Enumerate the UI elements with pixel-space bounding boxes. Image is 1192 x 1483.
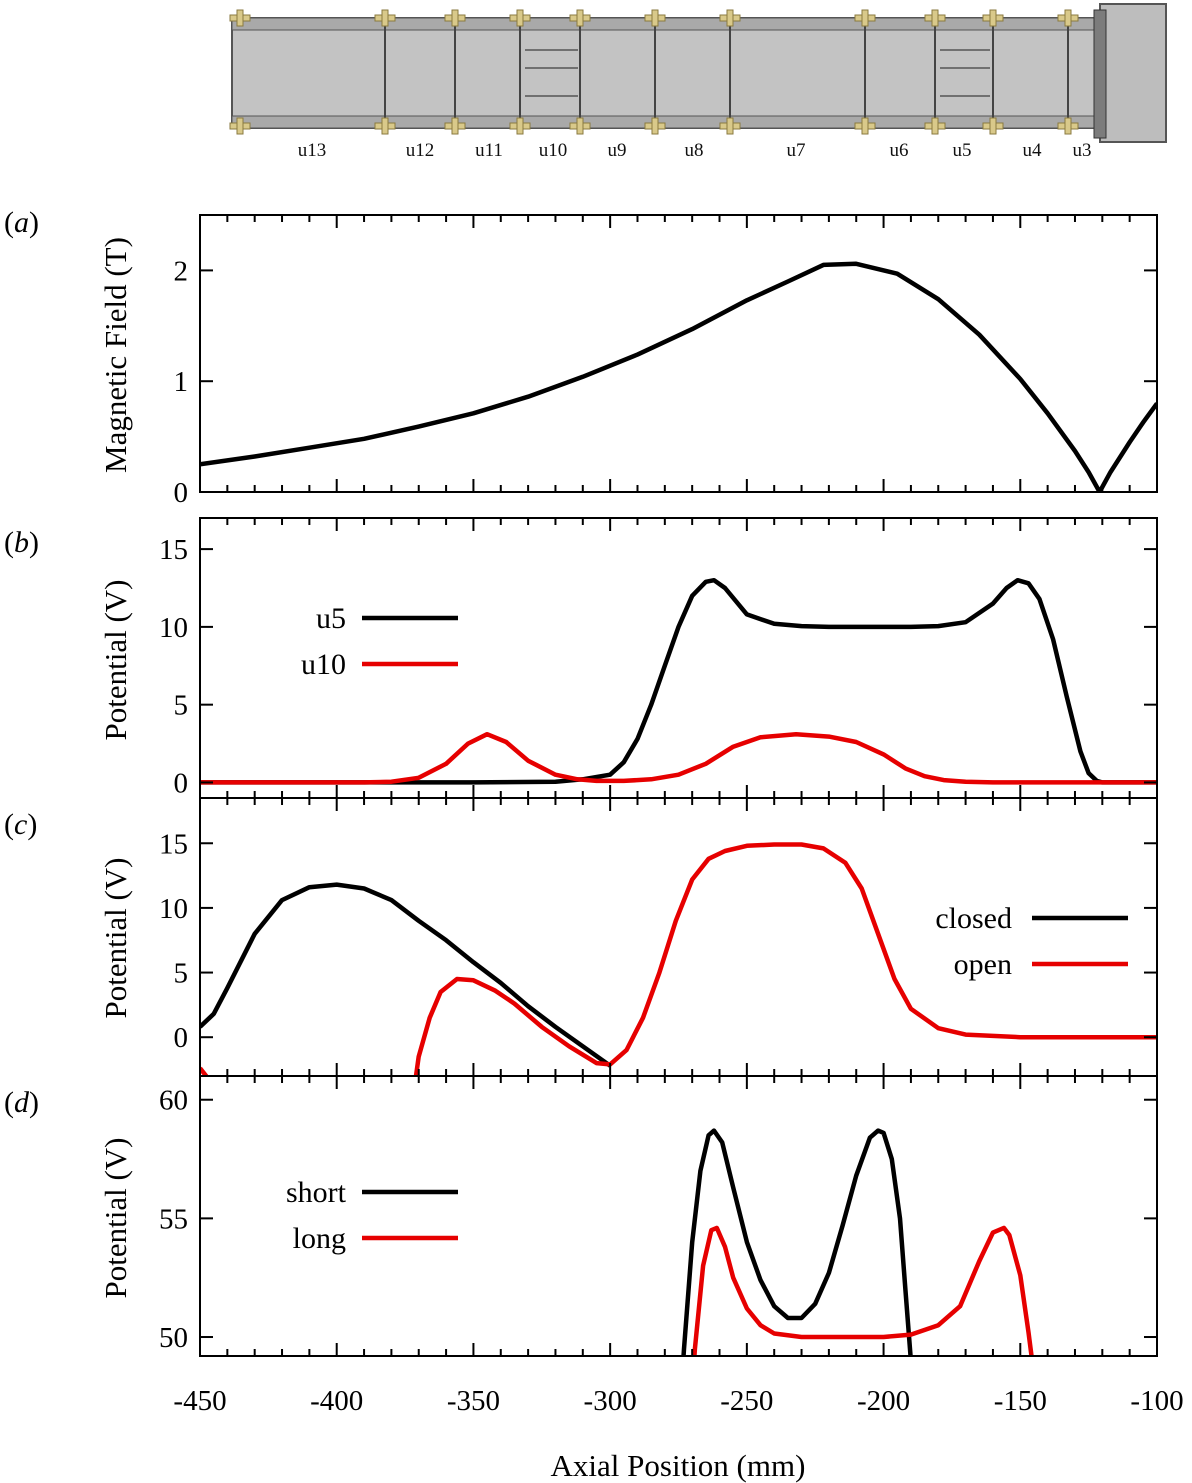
panel-d: 50 55 60 short long (159, 1075, 1158, 1357)
panel-b-id: (b) (4, 526, 39, 559)
bolt-post (236, 9, 244, 27)
y-tick-label: 55 (159, 1203, 188, 1235)
electrode-band-bottom (231, 115, 1101, 129)
bolt-post (989, 117, 997, 135)
x-tick-label: -100 (1130, 1385, 1183, 1417)
bolt-post (381, 9, 389, 27)
panels: (a) (b) (c) (d) Magnetic Field (T) Poten… (4, 206, 1184, 1483)
panel-c: 0 5 10 15 closed open (159, 797, 1158, 1077)
bolt-post (726, 9, 734, 27)
bolt-post (861, 9, 869, 27)
panel-b: 0 5 10 15 u5 u10 (159, 517, 1158, 799)
y-tick-label: 1 (174, 366, 189, 398)
bolt-post (516, 117, 524, 135)
electrode-gaps (525, 49, 990, 97)
plot-frame (199, 797, 1158, 1077)
bolt-post (451, 9, 459, 27)
electrode-labels: u13 u12 u11 u10 u9 u8 u7 u6 u5 u4 u3 (298, 140, 1092, 161)
series-line-closed (200, 882, 612, 1068)
electrode-body (231, 17, 1101, 129)
legend-label-u5: u5 (316, 602, 346, 635)
y-tick-label: 60 (159, 1085, 188, 1117)
x-tick-label: -200 (857, 1385, 910, 1417)
electrode-label-u7: u7 (787, 140, 806, 161)
series-line-open (200, 842, 1157, 1076)
bolt-post (1064, 9, 1072, 27)
electrode-label-u4: u4 (1023, 140, 1043, 161)
bolt-post (576, 9, 584, 27)
legend-label-open: open (954, 948, 1012, 981)
x-tick-label: -300 (584, 1385, 637, 1417)
y-tick-label: 5 (174, 958, 189, 990)
ylabel-a: Magnetic Field (T) (98, 237, 133, 473)
y-tick-label: 5 (174, 690, 189, 722)
electrode-label-u13: u13 (298, 140, 327, 161)
bolt-post (1064, 117, 1072, 135)
series-line-field (200, 261, 1157, 492)
plot-frame (199, 214, 1158, 493)
bolt-post (451, 117, 459, 135)
electrode-label-u11: u11 (475, 140, 503, 161)
x-tick-label: -150 (994, 1385, 1047, 1417)
flange (1099, 3, 1167, 143)
electrode-label-u10: u10 (539, 140, 568, 161)
y-tick-label: 15 (159, 534, 188, 566)
electrode-label-u3: u3 (1073, 140, 1092, 161)
panel-d-id: (d) (4, 1086, 39, 1119)
bolt-post (861, 117, 869, 135)
electrode-label-u9: u9 (608, 140, 627, 161)
series-line-long (692, 1225, 1034, 1356)
bolt-post (989, 9, 997, 27)
x-tick-label: -400 (310, 1385, 363, 1417)
bolt-post (931, 9, 939, 27)
electrode-label-u8: u8 (685, 140, 704, 161)
panel-c-id: (c) (4, 808, 37, 841)
legend-label-u10: u10 (301, 648, 346, 681)
bolt-post (236, 117, 244, 135)
x-tick-label: -250 (720, 1385, 773, 1417)
series-line-u10 (200, 731, 1157, 785)
electrode-label-u12: u12 (406, 140, 435, 161)
y-tick-label: 10 (159, 612, 188, 644)
y-tick-label: 0 (174, 1022, 189, 1054)
legend-label-long: long (293, 1222, 346, 1255)
y-tick-label: 15 (159, 828, 188, 860)
bolt-post (651, 9, 659, 27)
bolt-post (576, 117, 584, 135)
x-tick-label: -350 (447, 1385, 500, 1417)
panel-a-id: (a) (4, 206, 39, 239)
series-line-short (681, 1128, 913, 1356)
plot-frame (199, 1075, 1158, 1357)
ylabel-d: Potential (V) (98, 1138, 133, 1299)
y-tick-label: 0 (174, 477, 189, 509)
bolts (229, 9, 1079, 135)
bolt-post (931, 117, 939, 135)
electrode-dividers (384, 18, 1069, 128)
y-tick-label: 50 (159, 1322, 188, 1354)
x-tick-label: -450 (173, 1385, 226, 1417)
ylabel-c: Potential (V) (98, 858, 133, 1019)
bolt-post (381, 117, 389, 135)
y-tick-label: 2 (174, 255, 189, 287)
flange-slot (1093, 9, 1107, 139)
legend-label-closed: closed (935, 902, 1012, 935)
y-tick-label: 0 (174, 767, 189, 799)
bolt-post (726, 117, 734, 135)
bolt-post (516, 9, 524, 27)
y-tick-label: 10 (159, 893, 188, 925)
electrode-schematic: u13 u12 u11 u10 u9 u8 u7 u6 u5 u4 u3 (229, 3, 1167, 161)
panel-a: 0 1 2 (174, 214, 1158, 509)
bolt-post (651, 117, 659, 135)
legend-label-short: short (286, 1176, 347, 1209)
ylabel-b: Potential (V) (98, 580, 133, 741)
x-axis-label: Axial Position (mm) (551, 1448, 806, 1483)
electrode-label-u5: u5 (953, 140, 972, 161)
electrode-label-u6: u6 (890, 140, 909, 161)
series-line-u5 (200, 577, 1157, 785)
electrode-band-top (231, 17, 1101, 31)
